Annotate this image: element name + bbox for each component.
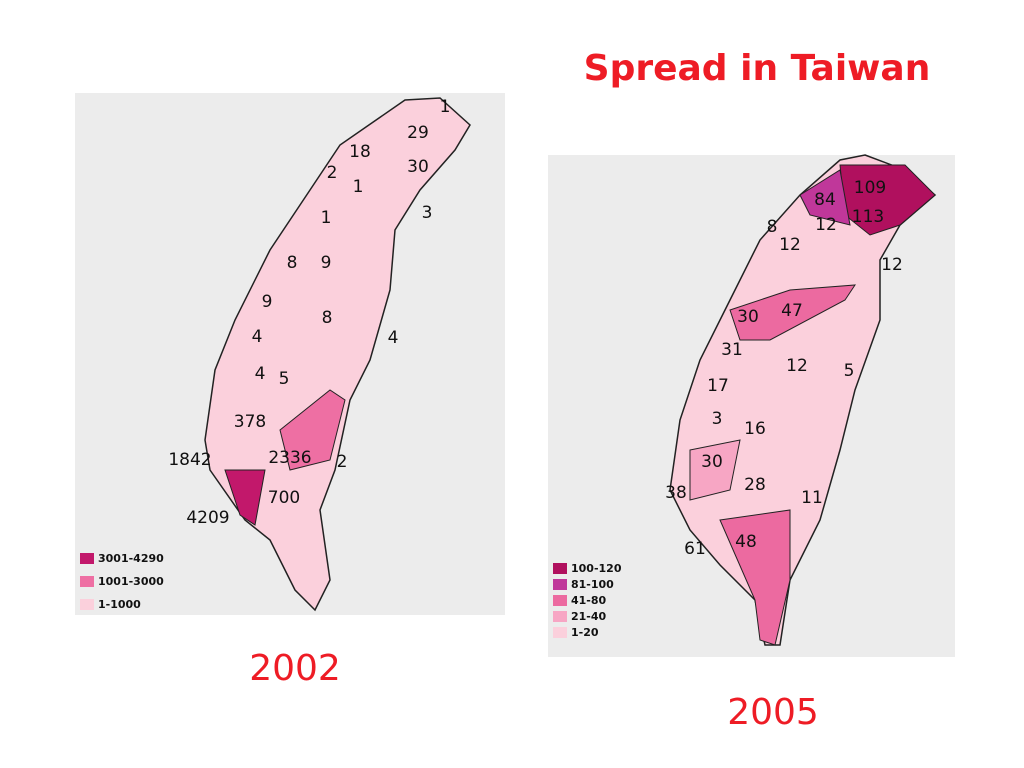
legend-swatch — [553, 579, 567, 590]
region-value: 4 — [252, 327, 263, 347]
legend-swatch — [80, 576, 94, 587]
region-value: 12 — [881, 255, 903, 275]
region-shade — [689, 439, 741, 501]
region-value: 113 — [852, 207, 884, 227]
legend-swatch — [553, 627, 567, 638]
region-value: 8 — [322, 308, 333, 328]
region-value: 18 — [349, 142, 371, 162]
legend-swatch — [553, 563, 567, 574]
map-2002 — [75, 93, 505, 615]
region-value: 8 — [767, 217, 778, 237]
region-value: 3 — [712, 409, 723, 429]
region-value: 30 — [737, 307, 759, 327]
region-value: 30 — [701, 452, 723, 472]
legend-label: 21-40 — [571, 610, 607, 623]
island-outline — [204, 97, 471, 612]
region-shade — [719, 509, 791, 646]
region-value: 38 — [665, 483, 687, 503]
slide-title: Spread in Taiwan — [584, 48, 931, 89]
region-value: 9 — [262, 292, 273, 312]
region-shade — [279, 389, 346, 471]
region-value: 12 — [815, 215, 837, 235]
region-shade — [729, 284, 856, 341]
legend-swatch — [553, 611, 567, 622]
legend-label: 1001-3000 — [98, 575, 164, 588]
region-value: 11 — [801, 488, 823, 508]
region-value: 30 — [407, 157, 429, 177]
region-shade — [224, 469, 266, 526]
region-value: 12 — [786, 356, 808, 376]
region-value: 1 — [321, 208, 332, 228]
region-value: 4 — [255, 364, 266, 384]
map-caption: 2002 — [249, 648, 341, 689]
region-value: 1 — [440, 97, 451, 117]
region-value: 4209 — [186, 508, 229, 528]
region-value: 2336 — [268, 448, 311, 468]
region-value: 29 — [407, 123, 429, 143]
region-value: 700 — [268, 488, 300, 508]
map-caption: 2005 — [727, 692, 819, 733]
region-value: 16 — [744, 419, 766, 439]
region-value: 1 — [353, 177, 364, 197]
region-value: 48 — [735, 532, 757, 552]
legend-label: 3001-4290 — [98, 552, 164, 565]
region-value: 28 — [744, 475, 766, 495]
legend-label: 1-1000 — [98, 598, 141, 611]
legend-label: 41-80 — [571, 594, 607, 607]
region-value: 31 — [721, 340, 743, 360]
legend-swatch — [80, 599, 94, 610]
region-value: 12 — [779, 235, 801, 255]
region-value: 1842 — [168, 450, 211, 470]
region-value: 61 — [684, 539, 706, 559]
region-value: 5 — [844, 361, 855, 381]
region-value: 3 — [422, 203, 433, 223]
region-value: 4 — [388, 328, 399, 348]
region-value: 378 — [234, 412, 266, 432]
map-2005 — [548, 154, 955, 657]
legend-label: 100-120 — [571, 562, 622, 575]
region-shade — [799, 169, 851, 226]
region-value: 2 — [327, 163, 338, 183]
region-value: 9 — [321, 253, 332, 273]
region-value: 109 — [854, 178, 886, 198]
legend-swatch — [80, 553, 94, 564]
region-value: 8 — [287, 253, 298, 273]
legend-label: 1-20 — [571, 626, 599, 639]
region-value: 84 — [814, 190, 836, 210]
region-value: 47 — [781, 301, 803, 321]
legend-swatch — [553, 595, 567, 606]
region-value: 5 — [279, 369, 290, 389]
region-value: 17 — [707, 376, 729, 396]
legend-label: 81-100 — [571, 578, 614, 591]
region-value: 2 — [337, 452, 348, 472]
